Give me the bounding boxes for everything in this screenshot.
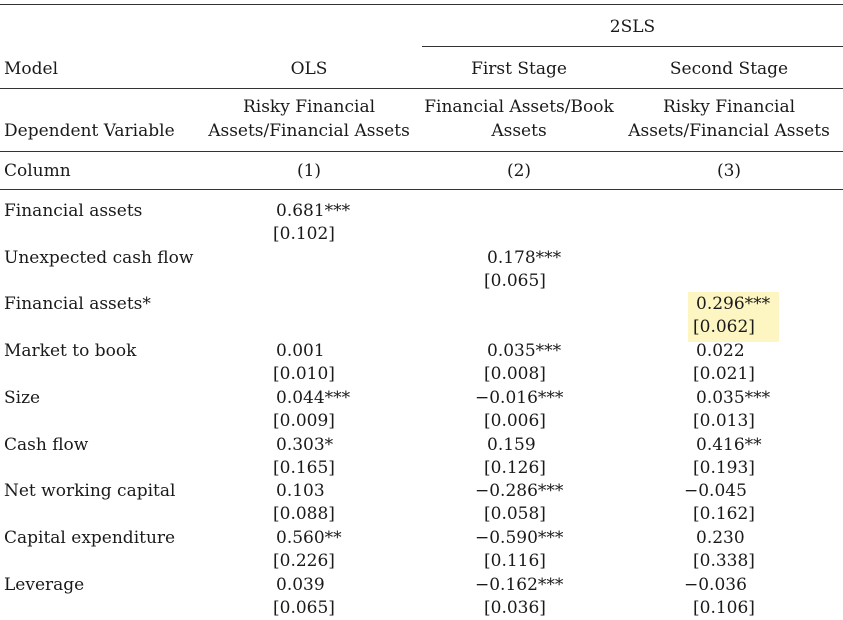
2sls-header: 2SLS [609,17,656,37]
coefficient: −0.590*** [475,527,564,548]
standard-error: [0.065] [273,597,335,618]
standard-error: [0.006] [484,410,546,431]
row-label: Capital expenditure [4,527,176,548]
model-first-stage: First Stage [471,59,567,79]
top-rule [0,4,843,5]
depvar-col1-line1: Risky Financial [242,97,376,117]
standard-error: [0.193] [693,457,755,478]
coefficient: 0.681*** [276,201,351,221]
column-number-1: (1) [296,161,322,181]
column-rule [0,189,843,190]
row-label: Financial assets* [4,294,151,315]
coefficient: −0.286*** [475,481,564,502]
standard-error: [0.226] [273,550,335,571]
standard-error: [0.338] [693,550,755,571]
coefficient: 0.296*** [696,294,771,315]
coefficient: 0.035*** [696,387,771,408]
row-label: Leverage [4,574,85,595]
row-label: Market to book [4,341,137,362]
dependent-variable-label: Dependent Variable [4,121,175,141]
coefficient: 0.178*** [487,247,562,268]
coefficient: 0.022 [696,341,745,362]
coefficient: 0.039 [276,574,325,595]
coefficient: 0.159 [487,434,536,455]
standard-error: [0.116] [484,550,546,571]
coefficient: −0.016*** [475,387,564,408]
depvar-col2-line1: Financial Assets/Book [424,97,614,117]
row-label: Cash flow [4,434,89,455]
column-number-3: (3) [716,161,742,181]
row-label: Size [4,387,41,408]
depvar-col1-line2: Assets/Financial Assets [208,121,410,141]
model-label: Model [4,59,59,79]
standard-error: [0.058] [484,504,546,525]
depvar-rule [0,151,843,152]
depvar-col3-line1: Risky Financial [662,97,796,117]
column-label: Column [4,161,71,181]
coefficient: −0.045 [684,481,747,502]
coefficient: 0.303* [276,434,334,455]
column-number-2: (2) [506,161,532,181]
coefficient: 0.044*** [276,387,351,408]
standard-error: [0.065] [484,270,546,291]
standard-error: [0.062] [693,317,755,338]
standard-error: [0.088] [273,504,335,525]
standard-error: [0.106] [693,597,755,618]
model-second-stage: Second Stage [669,59,789,79]
standard-error: [0.021] [693,364,755,385]
model-rule [0,88,843,89]
coefficient: 0.035*** [487,341,562,362]
model-ols: OLS [290,59,328,79]
standard-error: [0.010] [273,364,335,385]
depvar-col2-line2: Assets [491,121,547,141]
coefficient: 0.001 [276,341,325,362]
standard-error: [0.013] [693,410,755,431]
standard-error: [0.102] [273,224,335,244]
standard-error: [0.036] [484,597,546,618]
standard-error: [0.126] [484,457,546,478]
highlight-box [688,292,779,342]
coefficient: −0.162*** [475,574,564,595]
2sls-underline [422,46,843,47]
depvar-col3-line2: Assets/Financial Assets [628,121,830,141]
standard-error: [0.165] [273,457,335,478]
standard-error: [0.162] [693,504,755,525]
coefficient: 0.560** [276,527,342,548]
coefficient: −0.036 [684,574,747,595]
row-label: Financial assets [4,201,143,221]
coefficient: 0.103 [276,481,325,502]
row-label: Unexpected cash flow [4,247,194,268]
row-label: Net working capital [4,481,176,502]
standard-error: [0.009] [273,410,335,431]
coefficient: 0.416** [696,434,762,455]
standard-error: [0.008] [484,364,546,385]
coefficient: 0.230 [696,527,745,548]
